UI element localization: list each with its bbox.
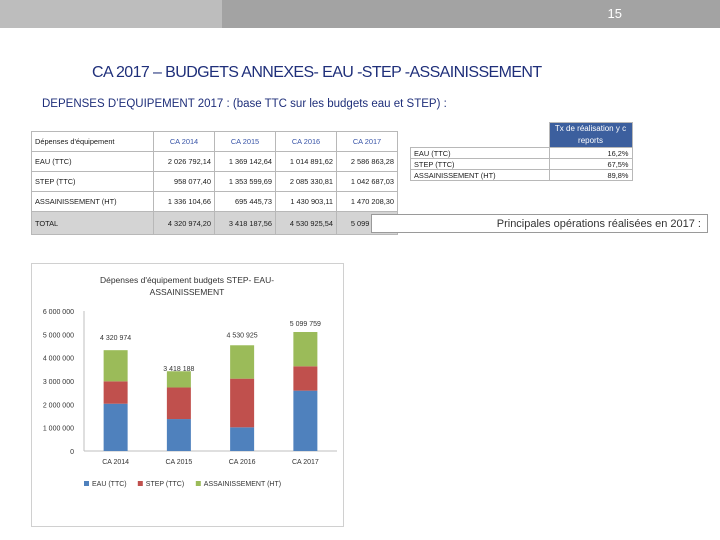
legend-label: ASSAINISSEMENT (HT) [204,481,281,488]
table-cell: 2 026 792,14 [153,151,215,172]
table-cell: 2 586 863,28 [336,151,398,172]
realisation-table: Tx de réalisation y c reports EAU (TTC) … [410,122,633,181]
table-row: STEP (TTC) 958 077,40 1 353 599,69 2 085… [31,171,398,192]
table-cell: 2 085 330,81 [275,171,337,192]
y-tick-label: 2 000 000 [43,402,74,409]
legend-swatch [137,481,143,486]
table-cell: TOTAL [31,211,154,235]
top-bar-accent [0,0,222,28]
x-tick-label: CA 2016 [229,459,256,466]
bar-segment [166,419,191,451]
y-tick-label: 0 [70,449,74,456]
bar-segment [293,332,318,367]
table-header-cell: CA 2015 [214,131,276,152]
operations-label: Principales opérations réalisées en 2017… [496,217,701,230]
legend-swatch [84,481,89,486]
table-row: EAU (TTC) 16,2% [410,147,633,159]
slide-subtitle: DEPENSES D’EQUIPEMENT 2017 : (base TTC s… [42,98,447,110]
slide-title: CA 2017 – BUDGETS ANNEXES- EAU -STEP -AS… [92,64,542,81]
x-tick-label: CA 2017 [292,459,319,466]
table-cell: 4 530 925,54 [275,211,337,235]
table-cell: 1 470 208,30 [336,191,398,212]
table-cell: 1 369 142,64 [214,151,276,172]
table-cell: 958 077,40 [153,171,215,192]
table-cell: 1 353 599,69 [214,171,276,192]
table-row: STEP (TTC) 67,5% [410,158,633,170]
chart-title: Dépenses d'équipement budgets STEP- EAU- [100,275,274,285]
x-tick-label: CA 2015 [165,459,192,466]
table-header-cell: CA 2016 [275,131,337,152]
table-total-row: TOTAL 4 320 974,20 3 418 187,56 4 530 92… [31,211,398,235]
table-cell: 3 418 187,56 [214,211,276,235]
legend-label: EAU (TTC) [92,481,127,488]
table-cell: 1 014 891,62 [275,151,337,172]
table-header-cell: Dépenses d'équipement [31,131,154,152]
table-cell: EAU (TTC) [410,147,550,159]
table-header-row: Dépenses d'équipement CA 2014 CA 2015 CA… [31,131,398,152]
chart-frame: Dépenses d'équipement budgets STEP- EAU-… [31,263,344,527]
table-cell: 1 430 903,11 [275,191,337,212]
table-cell: 89,8% [548,169,633,181]
slide-number: 15 [607,6,622,21]
table-cell: STEP (TTC) [410,158,550,170]
table-cell: 695 445,73 [214,191,276,212]
table-cell: ASSAINISSEMENT (HT) [31,191,154,212]
bar-segment [293,366,318,391]
table-cell: 1 336 104,66 [153,191,215,212]
y-tick-label: 6 000 000 [43,309,74,316]
bar-segment [166,387,191,420]
top-bar: 15 [0,0,720,28]
table-header-blank [411,123,550,148]
table-cell: EAU (TTC) [31,151,154,172]
bar-segment [166,371,191,388]
legend-swatch [195,481,201,486]
bar-segment [103,403,128,451]
y-tick-label: 4 000 000 [43,356,74,363]
table-cell: ASSAINISSEMENT (HT) [410,169,550,181]
table-cell: 67,5% [548,158,633,170]
data-label: 4 320 974 [100,335,131,342]
table-header-cell: CA 2014 [153,131,215,152]
chart-title: ASSAINISSEMENT [150,287,225,297]
bar-segment [103,350,128,382]
table-cell: 1 042 687,03 [336,171,398,192]
bar-segment [293,390,318,451]
table-header-row: Tx de réalisation y c reports [411,122,633,148]
y-tick-label: 3 000 000 [43,379,74,386]
table-row: ASSAINISSEMENT (HT) 89,8% [410,169,633,181]
legend-label: STEP (TTC) [146,481,184,488]
table-header-cell: Tx de réalisation y c reports [548,122,633,148]
y-tick-label: 1 000 000 [43,426,74,433]
table-header-cell: CA 2017 [336,131,398,152]
data-label: 4 530 925 [227,332,258,339]
stacked-bar-chart: Dépenses d'équipement budgets STEP- EAU-… [43,275,337,488]
data-label: 3 418 188 [163,366,194,373]
x-tick-label: CA 2014 [102,459,129,466]
operations-box: Principales opérations réalisées en 2017… [371,214,708,233]
table-cell: 4 320 974,20 [153,211,215,235]
bar-segment [103,381,128,404]
bar-segment [230,427,255,451]
table-cell: STEP (TTC) [31,171,154,192]
y-tick-label: 5 000 000 [43,332,74,339]
depenses-table: Dépenses d'équipement CA 2014 CA 2015 CA… [31,131,398,235]
table-row: ASSAINISSEMENT (HT) 1 336 104,66 695 445… [31,191,398,212]
data-label: 5 099 759 [290,321,321,328]
bar-segment [230,378,255,428]
bar-segment [230,345,255,379]
table-cell: 16,2% [548,147,633,159]
table-row: EAU (TTC) 2 026 792,14 1 369 142,64 1 01… [31,151,398,172]
